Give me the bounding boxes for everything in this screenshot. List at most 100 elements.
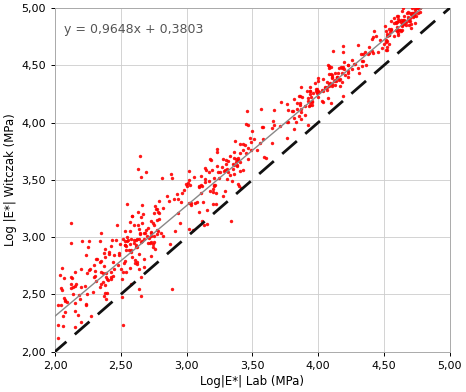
Point [398, 22, 406, 29]
Point [96, 258, 104, 265]
Point [205, 169, 212, 175]
Point [210, 183, 217, 189]
Point [78, 238, 85, 244]
Point [307, 87, 314, 94]
Point [71, 283, 79, 289]
Point [380, 41, 387, 47]
Point [121, 241, 129, 248]
Point [319, 98, 327, 105]
Point [351, 60, 358, 67]
Point [200, 222, 207, 229]
Point [397, 17, 405, 23]
Point [100, 263, 108, 269]
Point [130, 236, 137, 243]
Point [147, 253, 154, 259]
Point [202, 180, 209, 186]
Point [387, 17, 394, 24]
Point [362, 49, 369, 55]
Point [387, 26, 394, 32]
Point [309, 90, 316, 96]
Point [86, 266, 94, 272]
Point [413, 5, 420, 11]
Point [322, 85, 329, 92]
Point [144, 232, 151, 239]
Point [197, 190, 204, 196]
Point [183, 181, 190, 187]
Point [221, 188, 229, 194]
Point [209, 201, 217, 207]
Point [336, 76, 343, 83]
Point [109, 237, 116, 243]
Point [165, 198, 173, 204]
Point [192, 200, 199, 206]
Point [303, 88, 311, 94]
Point [86, 267, 93, 273]
Point [180, 187, 187, 193]
Point [232, 159, 240, 165]
Point [134, 221, 141, 228]
Point [257, 106, 264, 113]
Point [62, 298, 69, 305]
Point [89, 289, 96, 296]
Point [83, 270, 90, 276]
Point [348, 66, 355, 73]
Point [394, 32, 401, 38]
Point [141, 230, 148, 236]
Point [334, 74, 341, 80]
Point [231, 171, 238, 177]
Point [150, 239, 158, 245]
Point [406, 15, 413, 22]
Point [137, 174, 145, 180]
Point [154, 227, 162, 234]
Point [296, 100, 303, 106]
Point [404, 14, 412, 20]
Point [234, 156, 242, 163]
Point [393, 27, 400, 34]
Point [123, 238, 131, 245]
Point [237, 159, 244, 165]
Point [369, 50, 377, 56]
Point [195, 209, 203, 216]
Point [61, 294, 68, 301]
Point [185, 226, 193, 232]
Point [207, 157, 214, 163]
Point [156, 216, 163, 222]
Point [166, 241, 174, 247]
Point [397, 28, 404, 34]
Point [329, 81, 336, 87]
Point [220, 167, 228, 174]
Point [290, 126, 298, 132]
Point [127, 281, 135, 287]
Point [101, 281, 109, 288]
Point [104, 276, 111, 282]
Point [294, 100, 301, 106]
Point [230, 166, 237, 172]
Point [268, 140, 276, 146]
Point [241, 142, 249, 148]
Point [121, 228, 129, 234]
Point [136, 250, 143, 257]
Point [108, 274, 115, 280]
Point [204, 207, 211, 213]
Point [295, 93, 303, 100]
Point [321, 84, 329, 90]
Point [230, 162, 237, 168]
Point [147, 240, 154, 247]
Point [399, 27, 406, 33]
Point [69, 284, 76, 290]
Point [305, 103, 312, 109]
Point [326, 71, 333, 78]
Point [399, 20, 407, 26]
Point [196, 184, 203, 190]
Point [402, 22, 410, 28]
Point [409, 5, 416, 11]
Point [75, 292, 82, 298]
Point [349, 57, 356, 64]
Point [399, 17, 407, 23]
Point [249, 128, 256, 134]
Point [128, 213, 136, 219]
Point [57, 302, 65, 309]
Point [399, 18, 407, 24]
Point [126, 219, 133, 225]
Point [128, 249, 135, 255]
